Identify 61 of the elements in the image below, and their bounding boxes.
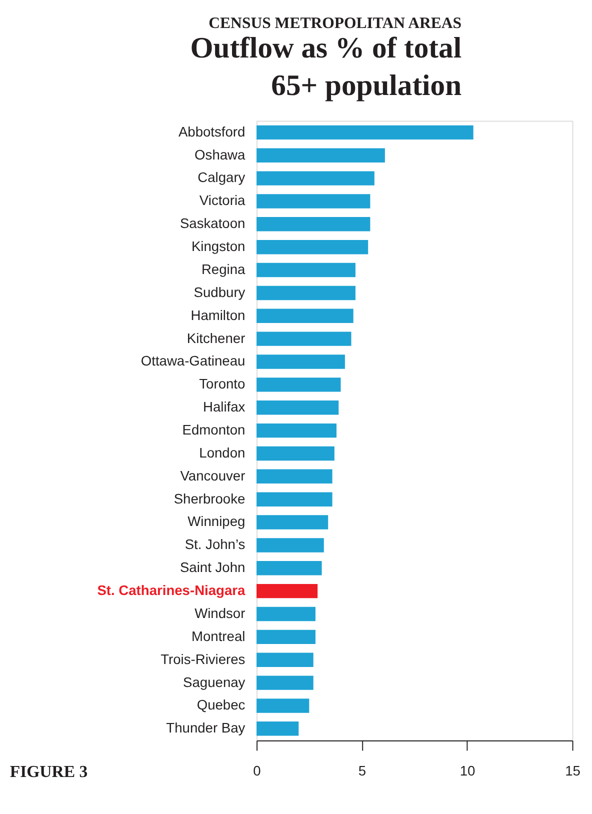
y-tick-label: Halifax [203,398,246,415]
y-tick-label: Oshawa [194,146,246,162]
bar [256,194,370,208]
bar [256,469,332,484]
bar [256,125,474,140]
bar [256,584,318,598]
y-tick-label: Kitchener [186,330,246,346]
bar [256,262,356,278]
y-tick-label: Vancouver [180,467,246,484]
bar [256,332,352,346]
bar [256,630,316,644]
bar [256,652,314,667]
y-tick-label: Sherbrooke [174,490,246,506]
bar [256,217,370,232]
bar [256,538,324,552]
bar [256,515,328,530]
y-tick-label: Montreal [192,628,246,644]
y-tick-label: Toronto [199,376,246,392]
chart-subtitle: CENSUS METROPOLITAN AREAS [208,14,462,32]
bar [256,722,299,736]
bar [256,148,385,162]
x-tick-label: 15 [565,762,581,778]
bar [256,492,332,506]
x-tick-label: 5 [358,762,366,778]
y-tick-label: St. Catharines-Niagara [97,582,246,598]
y-tick-label: Abbotsford [178,123,246,140]
bar [256,354,345,369]
y-tick-label: Saguenay [183,674,246,690]
y-tick-label: Ottawa-Gatineau [140,352,246,369]
y-tick-label: Windsor [194,604,246,621]
bar [256,698,310,713]
bar [256,561,322,576]
bar [256,446,334,461]
chart-title: Outflow as % of total 65+ population [190,32,462,102]
bar [256,240,368,254]
y-tick-label: St. John’s [184,536,246,552]
bar [256,400,339,415]
y-tick-label: Thunder Bay [166,720,246,736]
y-tick-label: Quebec [196,696,246,713]
bar [256,423,337,438]
bar [256,286,356,300]
y-tick-label: Saint John [180,559,246,576]
y-tick-label: Sudbury [194,284,246,300]
caption: FIGURE 3 [10,762,88,781]
bar [256,378,341,392]
x-tick-label: 10 [460,762,476,778]
y-tick-label: Kingston [191,238,246,254]
bar [256,308,354,323]
y-tick-label: Victoria [199,192,246,208]
y-tick-label: London [199,444,246,460]
y-tick-label: Regina [201,260,246,277]
y-tick-label: Trois-Rivieres [160,650,246,667]
x-tick-label: 0 [253,762,262,778]
y-tick-label: Edmonton [182,422,246,438]
y-tick-label: Calgary [198,169,246,186]
bar [256,676,314,690]
y-tick-label: Hamilton [190,306,246,323]
y-tick-label: Saskatoon [180,215,246,232]
bar [256,606,316,622]
bar [256,171,374,186]
y-tick-label: Winnipeg [188,513,246,530]
